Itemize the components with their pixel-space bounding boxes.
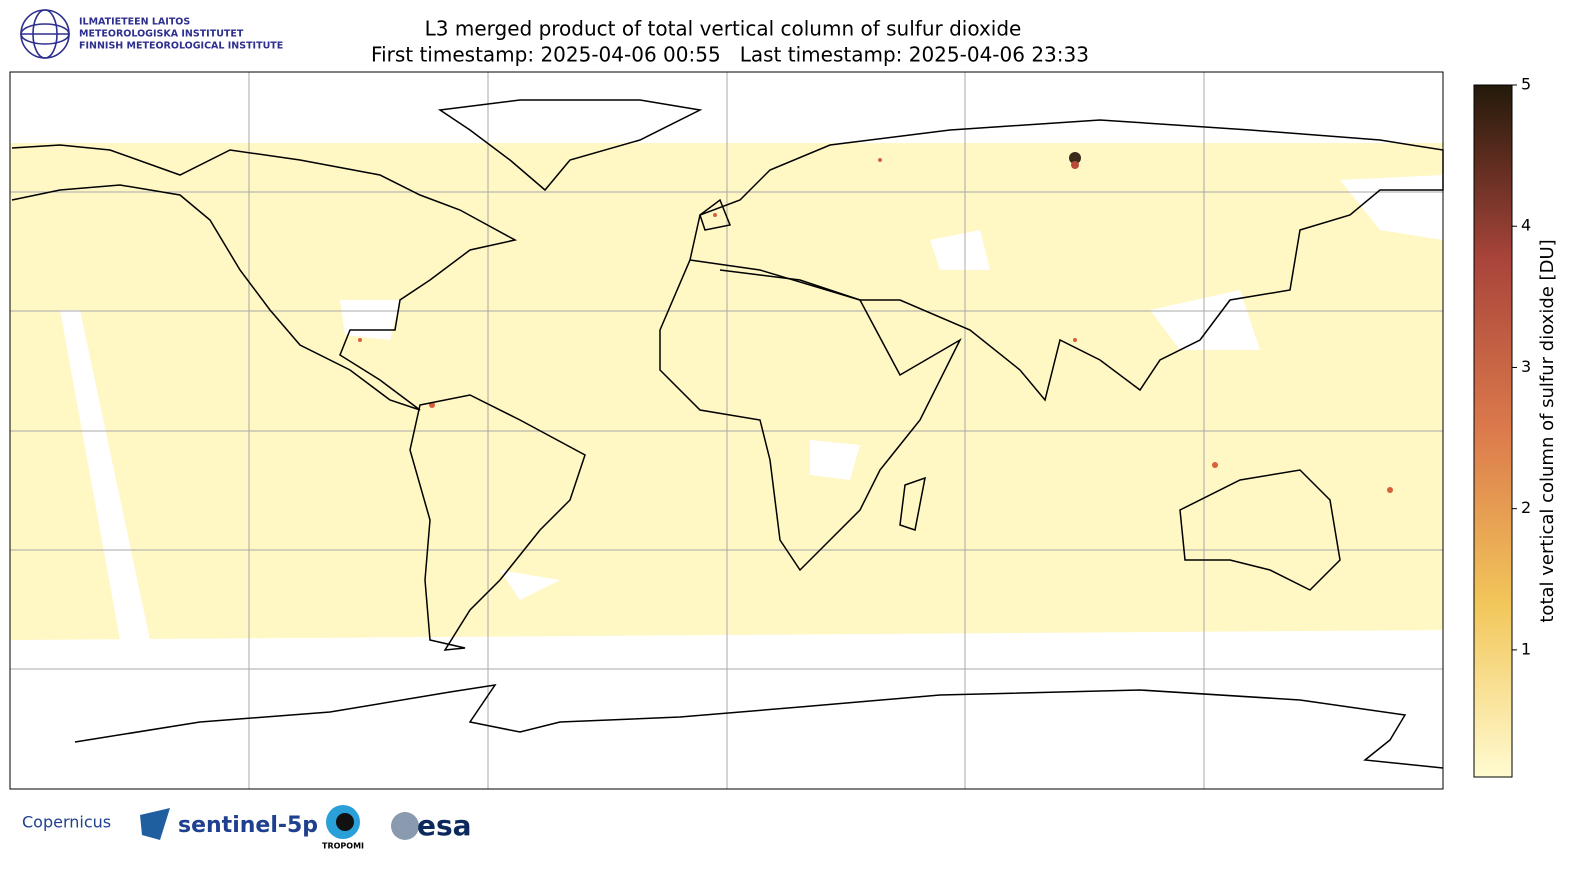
copernicus-logo: Copernicus [22,813,111,832]
institute-logo [20,9,70,59]
subtitle: First timestamp: 2025-04-06 00:55 Last t… [371,43,1089,67]
colorbar-tick-label: 5 [1521,75,1531,94]
institute-name: FINNISH METEOROLOGICAL INSTITUTE [79,41,283,52]
colorbar-tick-label: 4 [1521,216,1531,235]
colorbar-tick-label: 1 [1521,639,1531,658]
tropomi-icon-eye [336,813,354,831]
colorbar-label: total vertical column of sulfur dioxide … [1537,239,1558,622]
esa-icon [391,812,419,840]
missing-data [10,175,1443,663]
map-frame [9,71,1444,790]
institute-name: METEOROLOGISKA INSTITUTET [79,29,244,40]
title: L3 merged product of total vertical colu… [425,17,1022,41]
esa-logo: esa [417,809,472,842]
sentinel-icon [140,808,170,840]
colorbar-tick-label: 2 [1521,498,1531,517]
tropomi-logo: TROPOMI [322,842,364,851]
map [9,71,1444,790]
hotspots [358,152,1393,493]
sentinel-logo: sentinel-5p [178,813,318,838]
colorbar-tick-label: 3 [1521,357,1531,376]
colorbar [1473,84,1513,778]
grid [10,72,1443,789]
coastlines [11,99,1444,769]
institute-name: ILMATIETEEN LAITOS [79,17,190,28]
